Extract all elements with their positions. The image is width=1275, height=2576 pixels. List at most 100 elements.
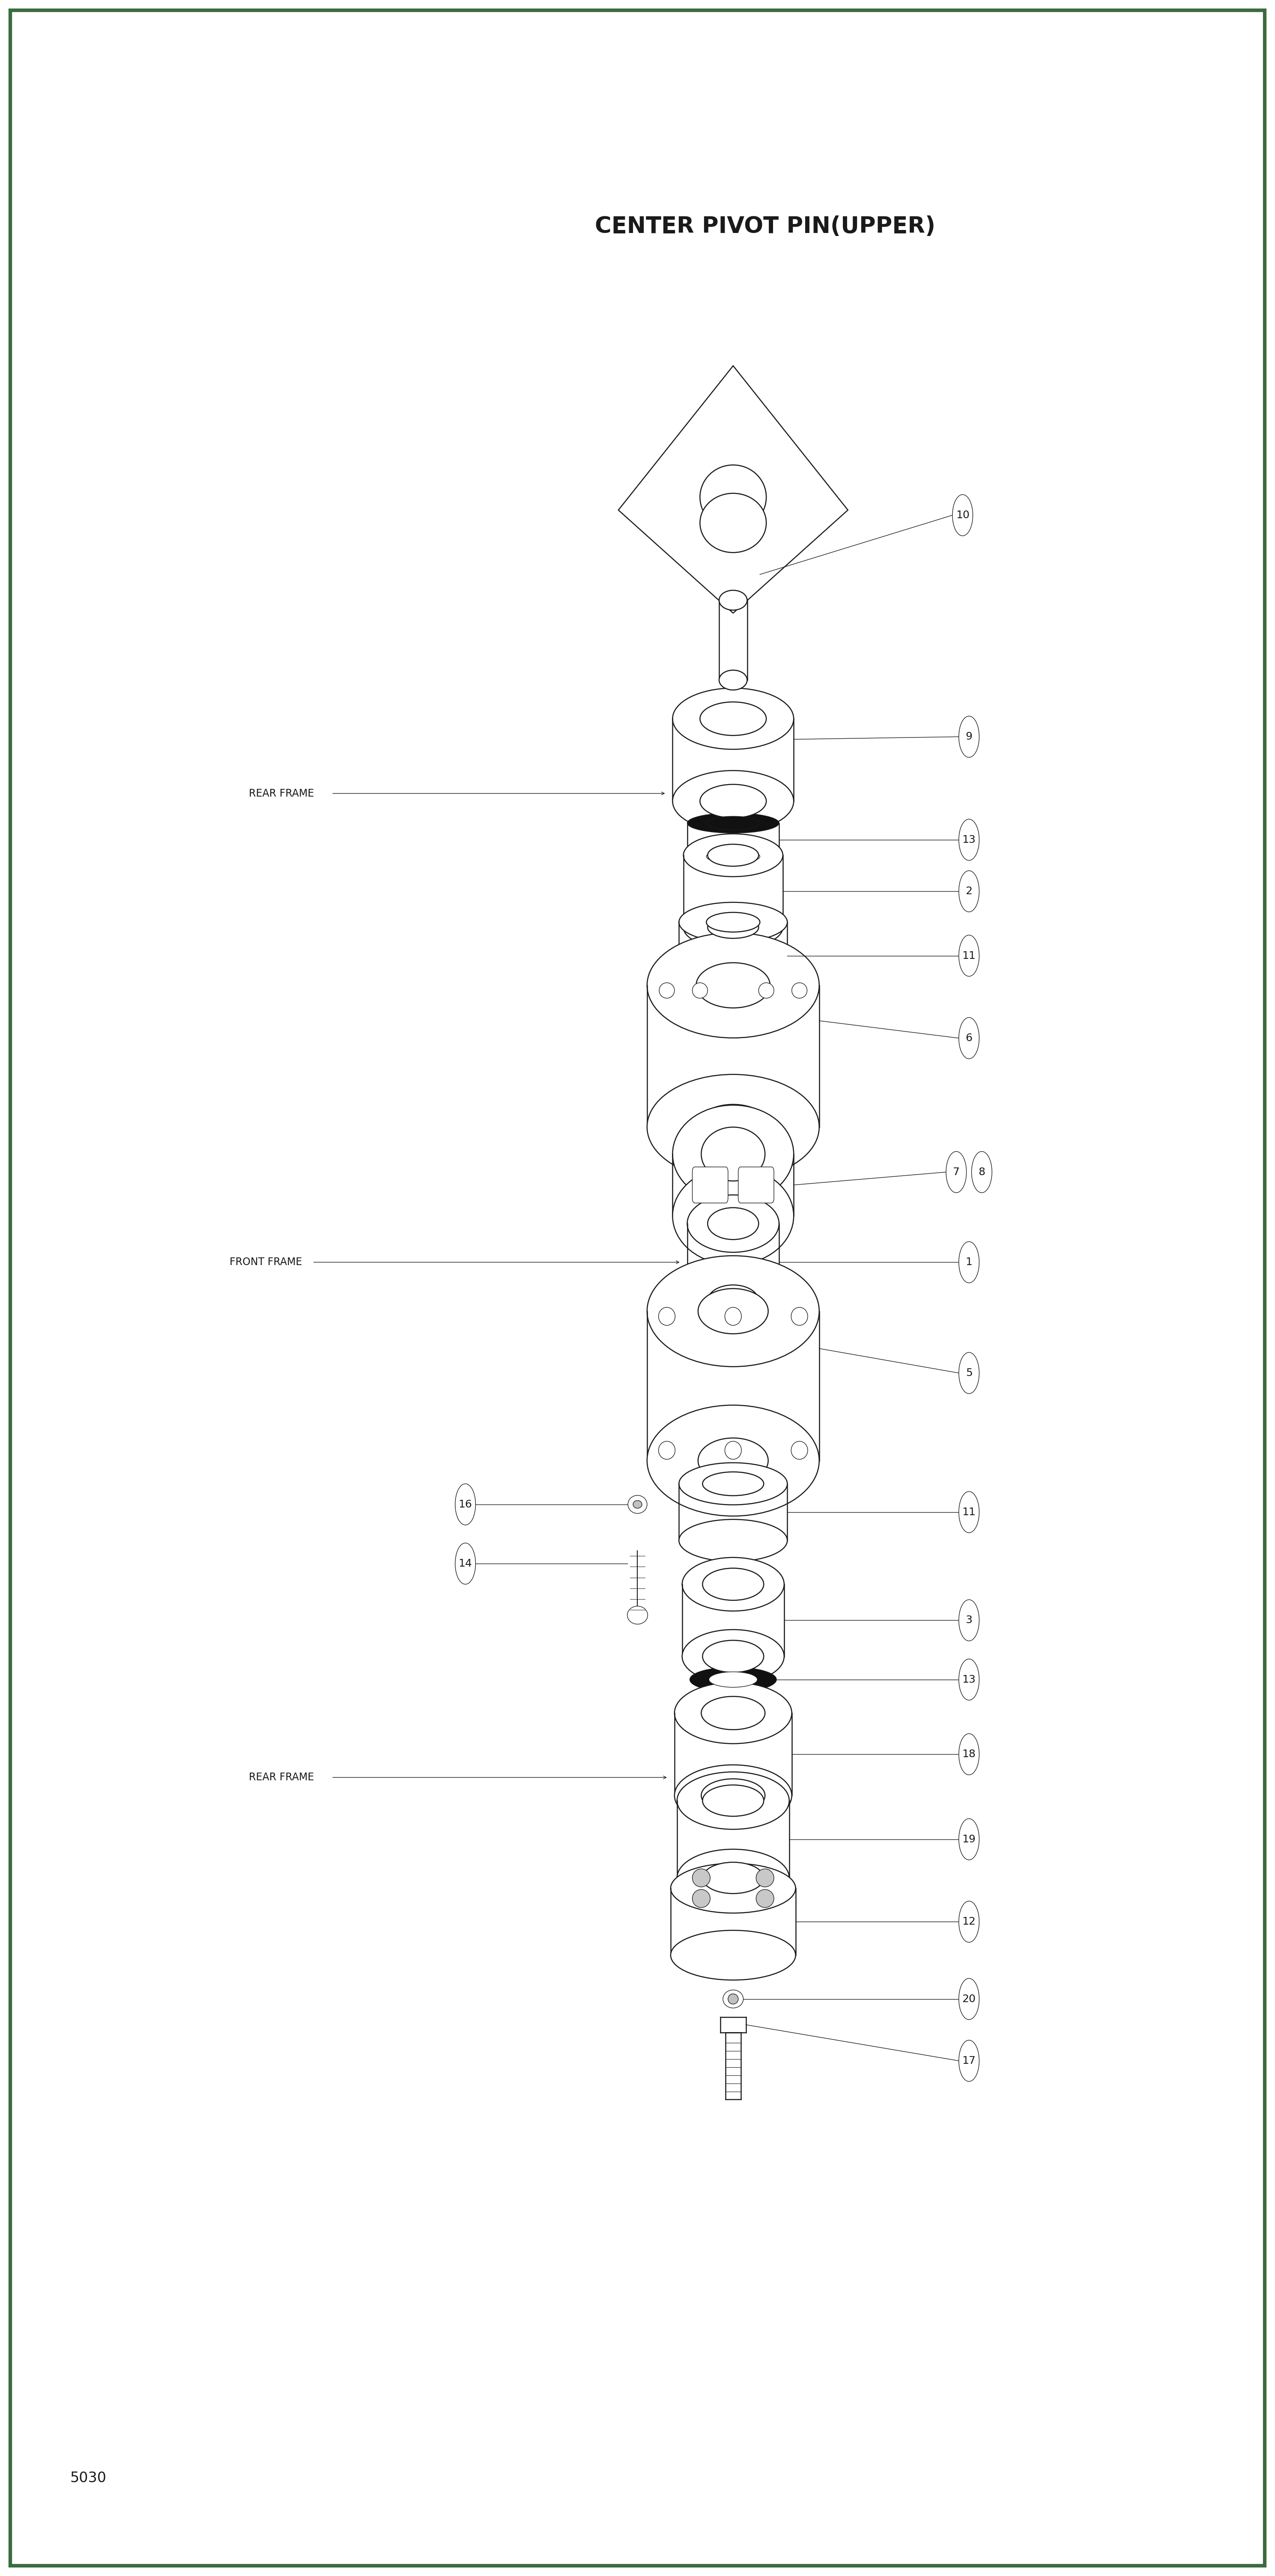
Text: 8: 8 [978, 1167, 986, 1177]
Text: CENTER PIVOT PIN(UPPER): CENTER PIVOT PIN(UPPER) [594, 216, 936, 237]
Circle shape [959, 1018, 979, 1059]
Ellipse shape [627, 1494, 646, 1515]
FancyBboxPatch shape [692, 1167, 728, 1203]
Ellipse shape [719, 590, 747, 611]
Ellipse shape [708, 1208, 759, 1239]
Ellipse shape [646, 1074, 819, 1180]
Circle shape [946, 1151, 966, 1193]
Ellipse shape [696, 1105, 770, 1149]
Circle shape [959, 716, 979, 757]
Ellipse shape [678, 1463, 787, 1504]
Text: REAR FRAME: REAR FRAME [249, 1772, 314, 1783]
Ellipse shape [687, 848, 779, 866]
Ellipse shape [683, 835, 783, 876]
Circle shape [952, 495, 973, 536]
Text: 1: 1 [965, 1257, 973, 1267]
Ellipse shape [703, 1471, 764, 1497]
Ellipse shape [708, 845, 759, 866]
Text: 6: 6 [965, 1033, 973, 1043]
Ellipse shape [673, 1105, 793, 1203]
Circle shape [959, 871, 979, 912]
Ellipse shape [677, 1850, 789, 1906]
Ellipse shape [687, 1195, 779, 1252]
Circle shape [959, 2040, 979, 2081]
Circle shape [972, 1151, 992, 1193]
Circle shape [959, 1492, 979, 1533]
Ellipse shape [701, 1698, 765, 1728]
Ellipse shape [697, 1437, 768, 1484]
Text: 11: 11 [963, 951, 975, 961]
Ellipse shape [703, 1569, 764, 1600]
Circle shape [959, 819, 979, 860]
Text: 17: 17 [963, 2056, 975, 2066]
Ellipse shape [696, 963, 770, 1007]
Ellipse shape [724, 1306, 742, 1324]
Text: REAR FRAME: REAR FRAME [249, 788, 314, 799]
Ellipse shape [703, 1641, 764, 1672]
Circle shape [959, 1600, 979, 1641]
Ellipse shape [678, 902, 787, 943]
Ellipse shape [673, 1167, 793, 1265]
Ellipse shape [756, 1891, 774, 1906]
Text: 18: 18 [963, 1749, 975, 1759]
Ellipse shape [697, 1288, 768, 1334]
Ellipse shape [700, 701, 766, 737]
Ellipse shape [724, 1443, 742, 1458]
Ellipse shape [659, 984, 674, 999]
Ellipse shape [792, 984, 807, 999]
Ellipse shape [692, 1870, 710, 1886]
Ellipse shape [708, 917, 759, 938]
Polygon shape [618, 366, 848, 613]
Ellipse shape [658, 1306, 676, 1324]
Ellipse shape [673, 770, 793, 832]
Circle shape [959, 935, 979, 976]
Ellipse shape [700, 783, 766, 819]
Ellipse shape [674, 1765, 792, 1826]
Ellipse shape [687, 814, 779, 832]
Ellipse shape [719, 670, 747, 690]
Ellipse shape [646, 933, 819, 1038]
Ellipse shape [682, 1631, 784, 1682]
Text: FRONT FRAME: FRONT FRAME [230, 1257, 302, 1267]
Text: 13: 13 [963, 835, 975, 845]
Ellipse shape [690, 1667, 776, 1692]
Ellipse shape [706, 850, 760, 863]
Ellipse shape [700, 495, 766, 554]
Text: 7: 7 [952, 1167, 960, 1177]
Circle shape [455, 1484, 476, 1525]
Ellipse shape [692, 1891, 710, 1906]
Ellipse shape [706, 912, 760, 933]
Circle shape [959, 1734, 979, 1775]
Ellipse shape [703, 1862, 764, 1893]
Text: 10: 10 [956, 510, 969, 520]
Ellipse shape [627, 1607, 648, 1625]
Text: 20: 20 [963, 1994, 975, 2004]
Ellipse shape [678, 969, 787, 1010]
Ellipse shape [759, 984, 774, 999]
Text: 11: 11 [963, 1507, 975, 1517]
Text: 19: 19 [963, 1834, 975, 1844]
Text: 13: 13 [963, 1674, 975, 1685]
Text: 3: 3 [965, 1615, 973, 1625]
Ellipse shape [790, 1443, 808, 1458]
Ellipse shape [646, 1255, 819, 1368]
FancyBboxPatch shape [738, 1167, 774, 1203]
Circle shape [959, 1819, 979, 1860]
Ellipse shape [703, 1785, 764, 1816]
Ellipse shape [646, 1404, 819, 1517]
Circle shape [959, 1242, 979, 1283]
Ellipse shape [692, 984, 708, 999]
Ellipse shape [709, 1672, 757, 1687]
Circle shape [455, 1543, 476, 1584]
Circle shape [959, 1901, 979, 1942]
Ellipse shape [671, 1862, 796, 1914]
Text: 16: 16 [459, 1499, 472, 1510]
Ellipse shape [632, 1499, 641, 1510]
Circle shape [959, 1659, 979, 1700]
Ellipse shape [682, 1558, 784, 1610]
Ellipse shape [677, 1772, 789, 1829]
Ellipse shape [701, 1128, 765, 1180]
Ellipse shape [708, 1285, 759, 1316]
Text: 9: 9 [965, 732, 973, 742]
Ellipse shape [700, 464, 766, 528]
